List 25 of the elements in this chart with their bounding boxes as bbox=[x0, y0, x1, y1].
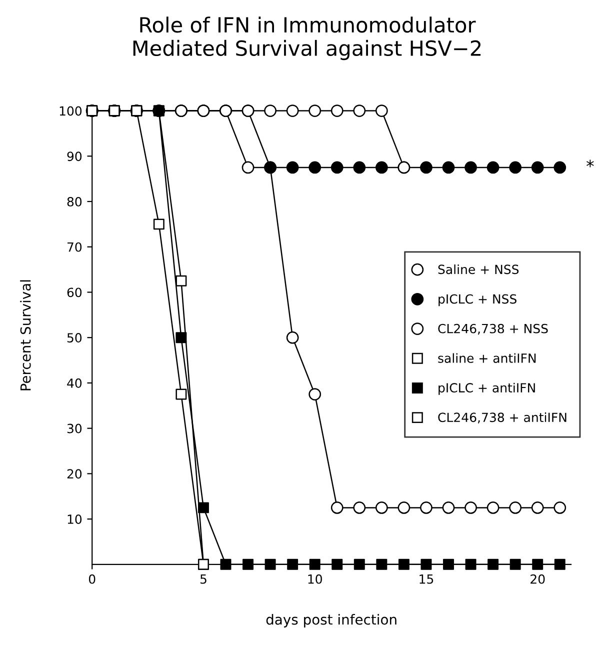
legend-label: pICLC + NSS bbox=[438, 294, 516, 306]
y-tick-label: 90 bbox=[67, 152, 82, 162]
y-tick-label: 70 bbox=[67, 242, 82, 252]
y-tick-label: 30 bbox=[67, 424, 82, 434]
y-tick-label: 10 bbox=[68, 514, 82, 524]
y-tick-label: 40 bbox=[67, 378, 82, 388]
text: * bbox=[586, 160, 594, 168]
legend-label: saline + antiIFN bbox=[438, 353, 536, 363]
y-axis-title: Percent Survival bbox=[20, 280, 31, 390]
y-tick-label: 100 bbox=[60, 106, 82, 116]
legend-label: CL246,738 + NSS bbox=[438, 324, 548, 335]
x-tick-label: 15 bbox=[420, 574, 434, 584]
y-tick-label: 80 bbox=[67, 196, 82, 206]
x-tick-label: 0 bbox=[88, 574, 96, 584]
legend-label: Saline + NSS bbox=[438, 264, 519, 274]
y-tick-label: 50 bbox=[67, 333, 82, 343]
legend-label: CL246,738 + antiIFN bbox=[438, 412, 566, 424]
y-tick-label: 20 bbox=[67, 469, 82, 479]
legend-label: pICLC + antiIFN bbox=[438, 382, 535, 395]
y-tick-label: 60 bbox=[67, 288, 82, 298]
chart-title: Role of IFN in Immunomodulator Mediated Survival against HSV−2 bbox=[133, 16, 481, 60]
x-tick-label: 10 bbox=[308, 574, 322, 584]
x-tick-label: 20 bbox=[530, 574, 545, 584]
x-tick-label: 5 bbox=[200, 574, 206, 584]
x-axis-title: days post infection bbox=[266, 614, 396, 628]
